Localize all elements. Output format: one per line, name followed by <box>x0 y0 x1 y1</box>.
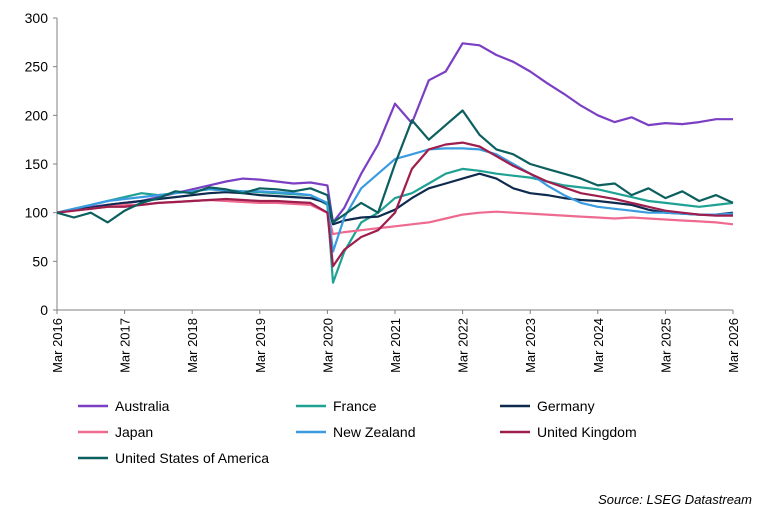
y-tick-label: 50 <box>32 253 48 269</box>
x-tick-label: Mar 2021 <box>388 318 403 373</box>
series-line-united-states-of-america <box>56 109 734 224</box>
legend-label-united-states-of-america: United States of America <box>115 450 269 466</box>
legend-label-germany: Germany <box>537 398 595 414</box>
y-tick-label: 150 <box>25 156 49 172</box>
legend-label-japan: Japan <box>115 424 153 440</box>
x-tick-label: Mar 2018 <box>185 318 200 373</box>
x-tick-label: Mar 2019 <box>253 318 268 373</box>
x-tick-label: Mar 2025 <box>658 318 673 373</box>
legend-label-new-zealand: New Zealand <box>333 424 416 440</box>
series-line-united-kingdom <box>56 141 733 268</box>
y-tick-label: 200 <box>25 107 49 123</box>
y-tick-label: 0 <box>40 302 48 318</box>
series-line-germany <box>56 172 734 226</box>
y-tick-label: 300 <box>25 10 49 26</box>
legend-label-australia: Australia <box>115 398 170 414</box>
source-note: Source: LSEG Datastream <box>598 492 752 507</box>
x-tick-label: Mar 2022 <box>456 318 471 373</box>
x-tick-label: Mar 2023 <box>523 318 538 373</box>
legend-label-united-kingdom: United Kingdom <box>537 424 637 440</box>
y-tick-label: 100 <box>25 205 49 221</box>
x-tick-label: Mar 2017 <box>118 318 133 373</box>
legend-label-france: France <box>333 398 377 414</box>
x-tick-label: Mar 2016 <box>50 318 65 373</box>
x-tick-label: Mar 2024 <box>591 318 606 373</box>
y-tick-label: 250 <box>25 59 49 75</box>
x-tick-label: Mar 2026 <box>726 318 741 373</box>
x-tick-label: Mar 2020 <box>320 318 335 373</box>
